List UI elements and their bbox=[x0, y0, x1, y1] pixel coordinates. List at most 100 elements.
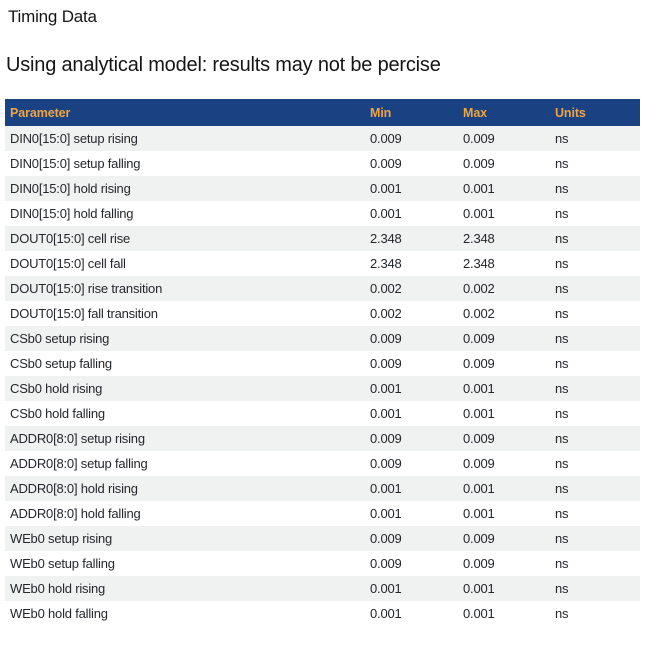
cell-max: 0.001 bbox=[463, 406, 495, 421]
cell-parameter: ADDR0[8:0] setup rising bbox=[10, 431, 145, 446]
cell-parameter: DIN0[15:0] setup rising bbox=[10, 131, 138, 146]
table-row: WEb0 setup rising 0.009 0.009 ns bbox=[5, 526, 640, 551]
cell-min: 0.002 bbox=[370, 281, 402, 296]
cell-parameter: DIN0[15:0] hold falling bbox=[10, 206, 134, 221]
cell-parameter: CSb0 hold rising bbox=[10, 381, 103, 396]
cell-min: 0.001 bbox=[370, 581, 402, 596]
cell-parameter: WEb0 hold falling bbox=[10, 606, 108, 621]
cell-max: 0.009 bbox=[463, 431, 495, 446]
cell-max: 0.001 bbox=[463, 381, 495, 396]
column-header-max: Max bbox=[458, 99, 550, 126]
cell-units: ns bbox=[555, 406, 569, 421]
cell-min: 0.001 bbox=[370, 406, 402, 421]
cell-min: 0.009 bbox=[370, 556, 402, 571]
cell-max: 0.009 bbox=[463, 456, 495, 471]
table-row: WEb0 hold rising 0.001 0.001 ns bbox=[5, 576, 640, 601]
cell-min: 0.009 bbox=[370, 531, 402, 546]
page-title: Timing Data bbox=[8, 7, 97, 26]
cell-min: 0.009 bbox=[370, 156, 402, 171]
cell-units: ns bbox=[555, 306, 569, 321]
page-subtitle: Using analytical model: results may not … bbox=[6, 54, 441, 76]
cell-units: ns bbox=[555, 206, 569, 221]
cell-parameter: DOUT0[15:0] rise transition bbox=[10, 281, 163, 296]
cell-units: ns bbox=[555, 131, 569, 146]
table-row: CSb0 hold rising 0.001 0.001 ns bbox=[5, 376, 640, 401]
cell-min: 2.348 bbox=[370, 231, 402, 246]
cell-units: ns bbox=[555, 531, 569, 546]
cell-units: ns bbox=[555, 581, 569, 596]
cell-min: 2.348 bbox=[370, 256, 402, 271]
cell-min: 0.009 bbox=[370, 331, 402, 346]
cell-parameter: DIN0[15:0] setup falling bbox=[10, 156, 141, 171]
table-row: WEb0 setup falling 0.009 0.009 ns bbox=[5, 551, 640, 576]
table-row: DIN0[15:0] setup rising 0.009 0.009 ns bbox=[5, 126, 640, 151]
table-row: CSb0 setup falling 0.009 0.009 ns bbox=[5, 351, 640, 376]
cell-parameter: ADDR0[8:0] setup falling bbox=[10, 456, 148, 471]
cell-max: 0.001 bbox=[463, 181, 495, 196]
cell-min: 0.001 bbox=[370, 606, 402, 621]
table-body: DIN0[15:0] setup rising 0.009 0.009 ns DIN0[… bbox=[5, 126, 640, 626]
table-row: CSb0 hold falling 0.001 0.001 ns bbox=[5, 401, 640, 426]
cell-parameter: ADDR0[8:0] hold rising bbox=[10, 481, 138, 496]
cell-units: ns bbox=[555, 156, 569, 171]
cell-units: ns bbox=[555, 481, 569, 496]
cell-min: 0.001 bbox=[370, 206, 402, 221]
column-header-min: Min bbox=[365, 99, 458, 126]
table-header-row: Parameter Min Max Units bbox=[5, 99, 640, 126]
cell-parameter: CSb0 hold falling bbox=[10, 406, 105, 421]
table-row: ADDR0[8:0] setup rising 0.009 0.009 ns bbox=[5, 426, 640, 451]
cell-parameter: WEb0 setup rising bbox=[10, 531, 113, 546]
table-row: CSb0 setup rising 0.009 0.009 ns bbox=[5, 326, 640, 351]
table-row: DIN0[15:0] hold falling 0.001 0.001 ns bbox=[5, 201, 640, 226]
cell-min: 0.009 bbox=[370, 431, 402, 446]
cell-max: 0.001 bbox=[463, 581, 495, 596]
cell-units: ns bbox=[555, 231, 569, 246]
cell-min: 0.009 bbox=[370, 131, 402, 146]
cell-parameter: DIN0[15:0] hold rising bbox=[10, 181, 131, 196]
table-row: DOUT0[15:0] cell fall 2.348 2.348 ns bbox=[5, 251, 640, 276]
cell-max: 0.009 bbox=[463, 356, 495, 371]
cell-max: 0.001 bbox=[463, 606, 495, 621]
cell-units: ns bbox=[555, 331, 569, 346]
cell-parameter: DOUT0[15:0] fall transition bbox=[10, 306, 158, 321]
cell-units: ns bbox=[555, 381, 569, 396]
cell-min: 0.001 bbox=[370, 381, 402, 396]
cell-parameter: WEb0 setup falling bbox=[10, 556, 115, 571]
table-row: DIN0[15:0] setup falling 0.009 0.009 ns bbox=[5, 151, 640, 176]
cell-max: 2.348 bbox=[463, 231, 495, 246]
table-row: ADDR0[8:0] hold falling 0.001 0.001 ns bbox=[5, 501, 640, 526]
cell-units: ns bbox=[555, 356, 569, 371]
cell-min: 0.001 bbox=[370, 181, 402, 196]
cell-parameter: WEb0 hold rising bbox=[10, 581, 106, 596]
cell-min: 0.002 bbox=[370, 306, 402, 321]
cell-min: 0.001 bbox=[370, 481, 402, 496]
table-row: DOUT0[15:0] fall transition 0.002 0.002 ns bbox=[5, 301, 640, 326]
table-row: DOUT0[15:0] cell rise 2.348 2.348 ns bbox=[5, 226, 640, 251]
cell-parameter: ADDR0[8:0] hold falling bbox=[10, 506, 141, 521]
cell-min: 0.009 bbox=[370, 456, 402, 471]
cell-max: 0.001 bbox=[463, 206, 495, 221]
cell-units: ns bbox=[555, 606, 569, 621]
column-header-parameter: Parameter bbox=[5, 99, 365, 126]
cell-max: 2.348 bbox=[463, 256, 495, 271]
cell-parameter: DOUT0[15:0] cell fall bbox=[10, 256, 126, 271]
cell-min: 0.009 bbox=[370, 356, 402, 371]
table-row: DOUT0[15:0] rise transition 0.002 0.002 ns bbox=[5, 276, 640, 301]
cell-units: ns bbox=[555, 281, 569, 296]
cell-min: 0.001 bbox=[370, 506, 402, 521]
cell-units: ns bbox=[555, 556, 569, 571]
cell-max: 0.002 bbox=[463, 306, 495, 321]
table-row: WEb0 hold falling 0.001 0.001 ns bbox=[5, 601, 640, 626]
table-row: ADDR0[8:0] setup falling 0.009 0.009 ns bbox=[5, 451, 640, 476]
cell-max: 0.009 bbox=[463, 331, 495, 346]
cell-max: 0.001 bbox=[463, 481, 495, 496]
cell-units: ns bbox=[555, 181, 569, 196]
cell-units: ns bbox=[555, 506, 569, 521]
cell-max: 0.002 bbox=[463, 281, 495, 296]
cell-parameter: CSb0 setup falling bbox=[10, 356, 112, 371]
cell-max: 0.009 bbox=[463, 556, 495, 571]
cell-units: ns bbox=[555, 256, 569, 271]
cell-max: 0.009 bbox=[463, 131, 495, 146]
cell-parameter: DOUT0[15:0] cell rise bbox=[10, 231, 131, 246]
